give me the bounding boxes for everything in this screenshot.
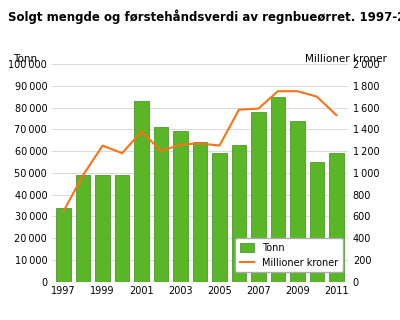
Bar (134, 101, 149, 282)
Bar (76, 175, 90, 282)
Legend: Tonn, Millioner kroner: Tonn, Millioner kroner (235, 238, 343, 272)
Bar (95, 175, 110, 282)
Bar (154, 127, 168, 282)
Bar (212, 153, 227, 282)
Text: Solgt mengde og førstehåndsverdi av regnbueørret. 1997-2011: Solgt mengde og førstehåndsverdi av regn… (8, 10, 400, 24)
Bar (56, 208, 71, 282)
Bar (290, 121, 305, 282)
Text: Tonn: Tonn (14, 54, 38, 64)
Bar (310, 162, 324, 282)
Bar (173, 132, 188, 282)
Bar (193, 142, 207, 282)
Bar (232, 145, 246, 282)
Bar (329, 153, 344, 282)
Bar (115, 175, 130, 282)
Bar (270, 97, 285, 282)
Text: Millioner kroner: Millioner kroner (305, 54, 386, 64)
Bar (251, 112, 266, 282)
